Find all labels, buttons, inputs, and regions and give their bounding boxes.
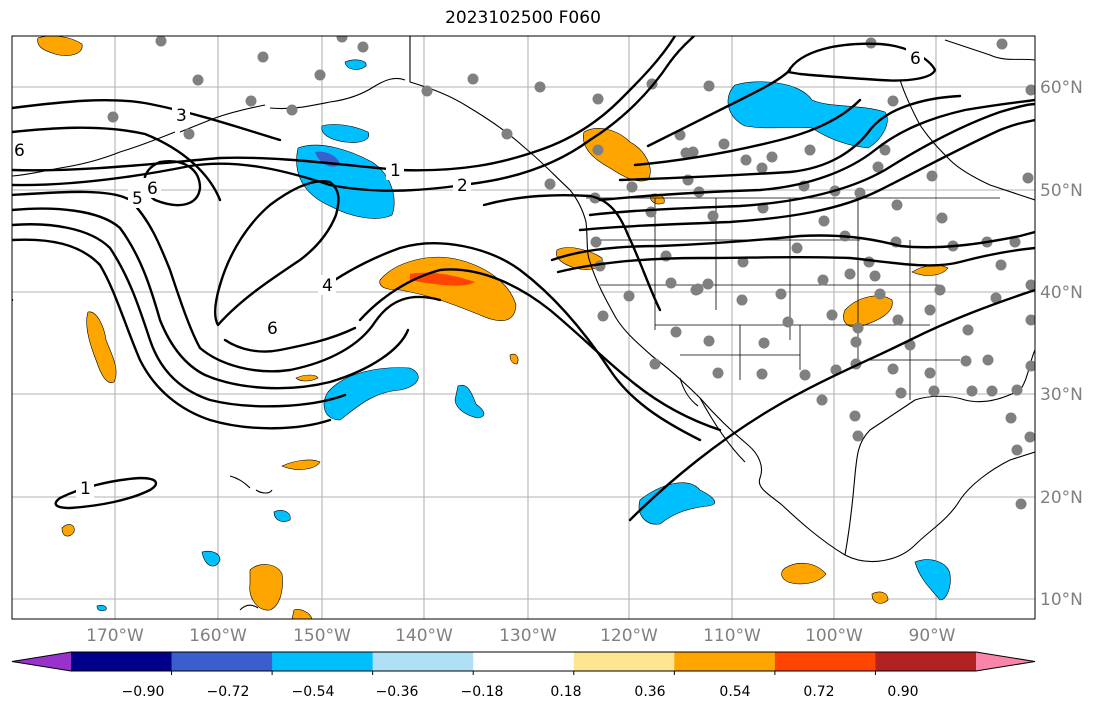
lat-tick: 50°N: [1040, 181, 1083, 201]
contour-label: 4: [322, 276, 333, 296]
lon-tick: 130°W: [499, 626, 557, 646]
gridlines: [12, 36, 1035, 619]
lon-tick: 140°W: [395, 626, 453, 646]
colorbar-label: −0.90: [122, 684, 165, 700]
contour-label: 2: [457, 176, 468, 196]
colorbar-label: −0.36: [376, 684, 419, 700]
colorbar-swatch: [674, 652, 776, 671]
colorbar-swatch: [774, 652, 876, 671]
colorbar-swatch: [71, 652, 173, 671]
contour-label: 6: [910, 49, 921, 69]
coastlines: [12, 36, 1035, 611]
colorbar-label: 0.54: [719, 684, 750, 700]
map-frame: [11, 35, 1036, 620]
longitude-ticks: 170°W 160°W 150°W 140°W 130°W 120°W 110°…: [86, 626, 956, 646]
contour-label: 3: [176, 106, 187, 126]
lon-tick: 110°W: [703, 626, 761, 646]
colorbar-labels: −0.90 −0.72 −0.54 −0.36 −0.18 0.18 0.36 …: [122, 684, 919, 700]
colorbar-swatch: [372, 652, 474, 671]
lat-tick: 30°N: [1040, 385, 1083, 405]
colorbar-swatch: [272, 652, 374, 671]
colorbar-label: −0.72: [207, 684, 250, 700]
colorbar-label: 0.90: [887, 684, 918, 700]
contour-label: 1: [80, 479, 91, 499]
lon-tick: 170°W: [86, 626, 144, 646]
lat-tick: 60°N: [1040, 78, 1083, 98]
colorbar: [11, 651, 1036, 675]
lat-tick: 20°N: [1040, 488, 1083, 508]
colorbar-label: 0.36: [634, 684, 665, 700]
lon-tick: 90°W: [909, 626, 956, 646]
colorbar-label: 0.72: [803, 684, 834, 700]
colorbar-swatch: [473, 652, 575, 671]
contour-label: 6: [14, 141, 25, 161]
contour-label: 5: [132, 189, 143, 209]
colorbar-label: 0.18: [550, 684, 581, 700]
lon-tick: 160°W: [189, 626, 247, 646]
latitude-ticks: 60°N 50°N 40°N 30°N 20°N 10°N: [1040, 78, 1083, 610]
colorbar-swatch: [875, 652, 977, 671]
chart-title: 2023102500 F060: [445, 8, 601, 28]
lat-tick: 40°N: [1040, 283, 1083, 303]
lat-tick: 10°N: [1040, 590, 1083, 610]
contour-lines: [12, 36, 1035, 522]
lon-tick: 100°W: [805, 626, 863, 646]
contour-labels: 1 2 3 4 5 6 6 1 6 6: [12, 48, 924, 499]
contour-label: 6: [147, 179, 158, 199]
colorbar-swatch: [171, 652, 273, 671]
positive-shading: [37, 36, 949, 619]
colorbar-extend-low: [12, 652, 71, 671]
colorbar-outline: [11, 651, 1036, 672]
colorbar-label: −0.54: [292, 684, 335, 700]
lon-tick: 150°W: [293, 626, 351, 646]
colorbar-extend-high: [976, 652, 1035, 671]
contour-label: 6: [267, 319, 278, 339]
lon-tick: 120°W: [600, 626, 658, 646]
contour-label: 1: [390, 161, 401, 181]
colorbar-label: −0.18: [461, 684, 504, 700]
colorbar-swatch: [573, 652, 675, 671]
